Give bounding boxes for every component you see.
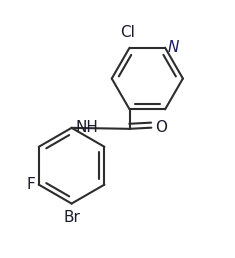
Text: F: F <box>27 177 35 192</box>
Text: Br: Br <box>63 211 80 225</box>
Text: NH: NH <box>75 120 98 135</box>
Text: O: O <box>155 120 167 135</box>
Text: N: N <box>168 40 179 55</box>
Text: Cl: Cl <box>120 25 135 40</box>
